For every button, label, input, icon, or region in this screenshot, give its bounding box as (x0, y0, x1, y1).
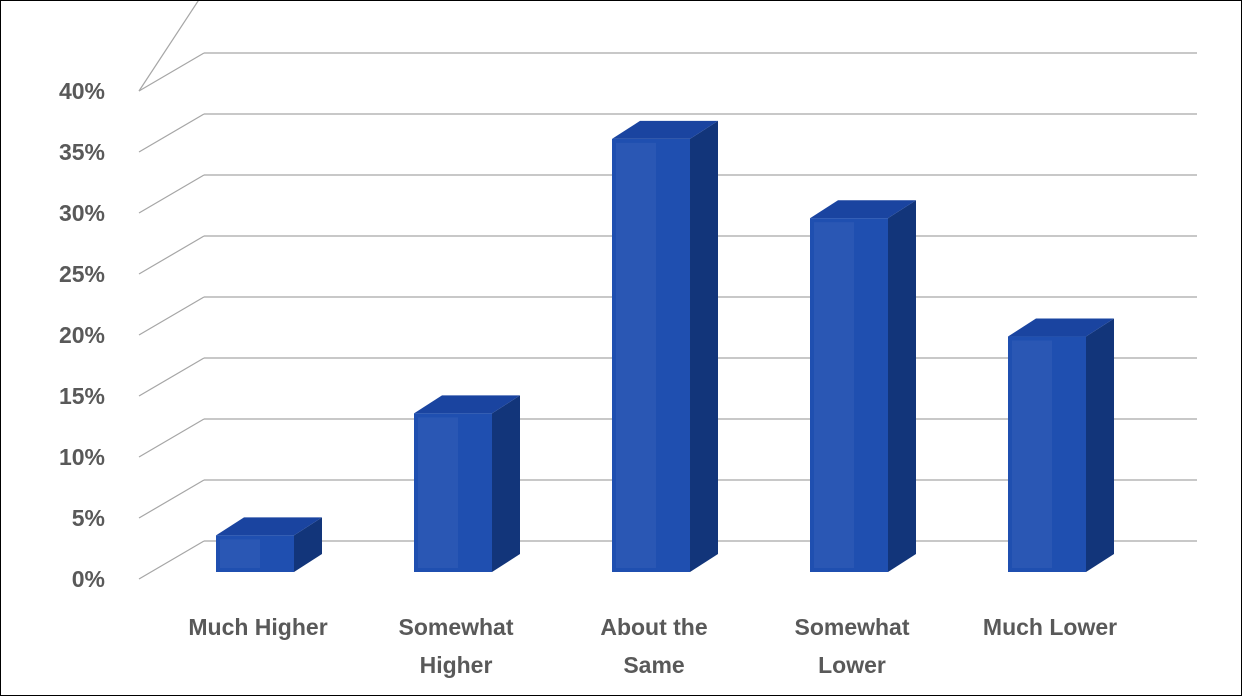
gridline-side-6 (138, 174, 205, 214)
gridline-side-3 (138, 357, 205, 397)
bar-side (690, 120, 718, 573)
x-category-label: Same (623, 652, 684, 678)
x-category-label: About the (600, 614, 707, 640)
bar-top (1008, 318, 1114, 337)
y-tick-label: 15% (59, 383, 105, 409)
y-tick-label: 30% (59, 200, 105, 226)
gridline-side-8 (138, 52, 205, 92)
x-category-label: Lower (818, 652, 886, 678)
gridline-side-0 (138, 540, 205, 580)
bar-sheen (616, 142, 656, 568)
y-tick-label: 40% (59, 78, 105, 104)
bar-sheen (814, 222, 854, 568)
gridline-side-2 (138, 418, 205, 458)
y-axis-tick-labels: 0% 5% 10% 15% 20% 25% 30% 35% 40% (59, 78, 105, 592)
gridline-side-5 (138, 235, 205, 275)
bar-4 (1008, 318, 1114, 572)
bar-2 (612, 120, 718, 573)
bar-sheen (1012, 340, 1052, 568)
gridline-side-4 (138, 296, 205, 336)
bar-3 (810, 200, 916, 572)
bar-sheen (220, 539, 260, 568)
bar-side (294, 517, 322, 572)
y-tick-label: 35% (59, 139, 105, 165)
bar-front (810, 218, 888, 572)
y-tick-label: 20% (59, 322, 105, 348)
bar-1 (414, 395, 520, 572)
x-category-label: Somewhat (794, 614, 909, 640)
bar-front (612, 138, 690, 572)
x-category-label: Higher (420, 652, 493, 678)
bar-top (810, 200, 916, 219)
y-tick-label: 0% (72, 566, 105, 592)
gridline-side-top (138, 1, 199, 92)
y-tick-label: 10% (59, 444, 105, 470)
x-axis-category-labels: Much Higher Somewhat Higher About the Same So… (188, 614, 1117, 678)
bar-side (888, 200, 916, 572)
gridline-side-1 (138, 479, 205, 519)
bar-front (216, 535, 294, 572)
bar-sheen (418, 417, 458, 568)
y-tick-label: 25% (59, 261, 105, 287)
x-category-label: Much Higher (188, 614, 327, 640)
y-tick-label: 5% (72, 505, 105, 531)
bar-front (1008, 336, 1086, 572)
bar-side (492, 395, 520, 572)
bar-0 (216, 517, 322, 572)
bar-top (612, 120, 718, 139)
bars (216, 120, 1114, 573)
gridline-side-7 (138, 113, 205, 153)
bar-side (1086, 318, 1114, 572)
bar-top (414, 395, 520, 414)
x-category-label: Much Lower (983, 614, 1117, 640)
x-category-label: Somewhat (398, 614, 513, 640)
bar-front (414, 413, 492, 572)
bar-top (216, 517, 322, 536)
